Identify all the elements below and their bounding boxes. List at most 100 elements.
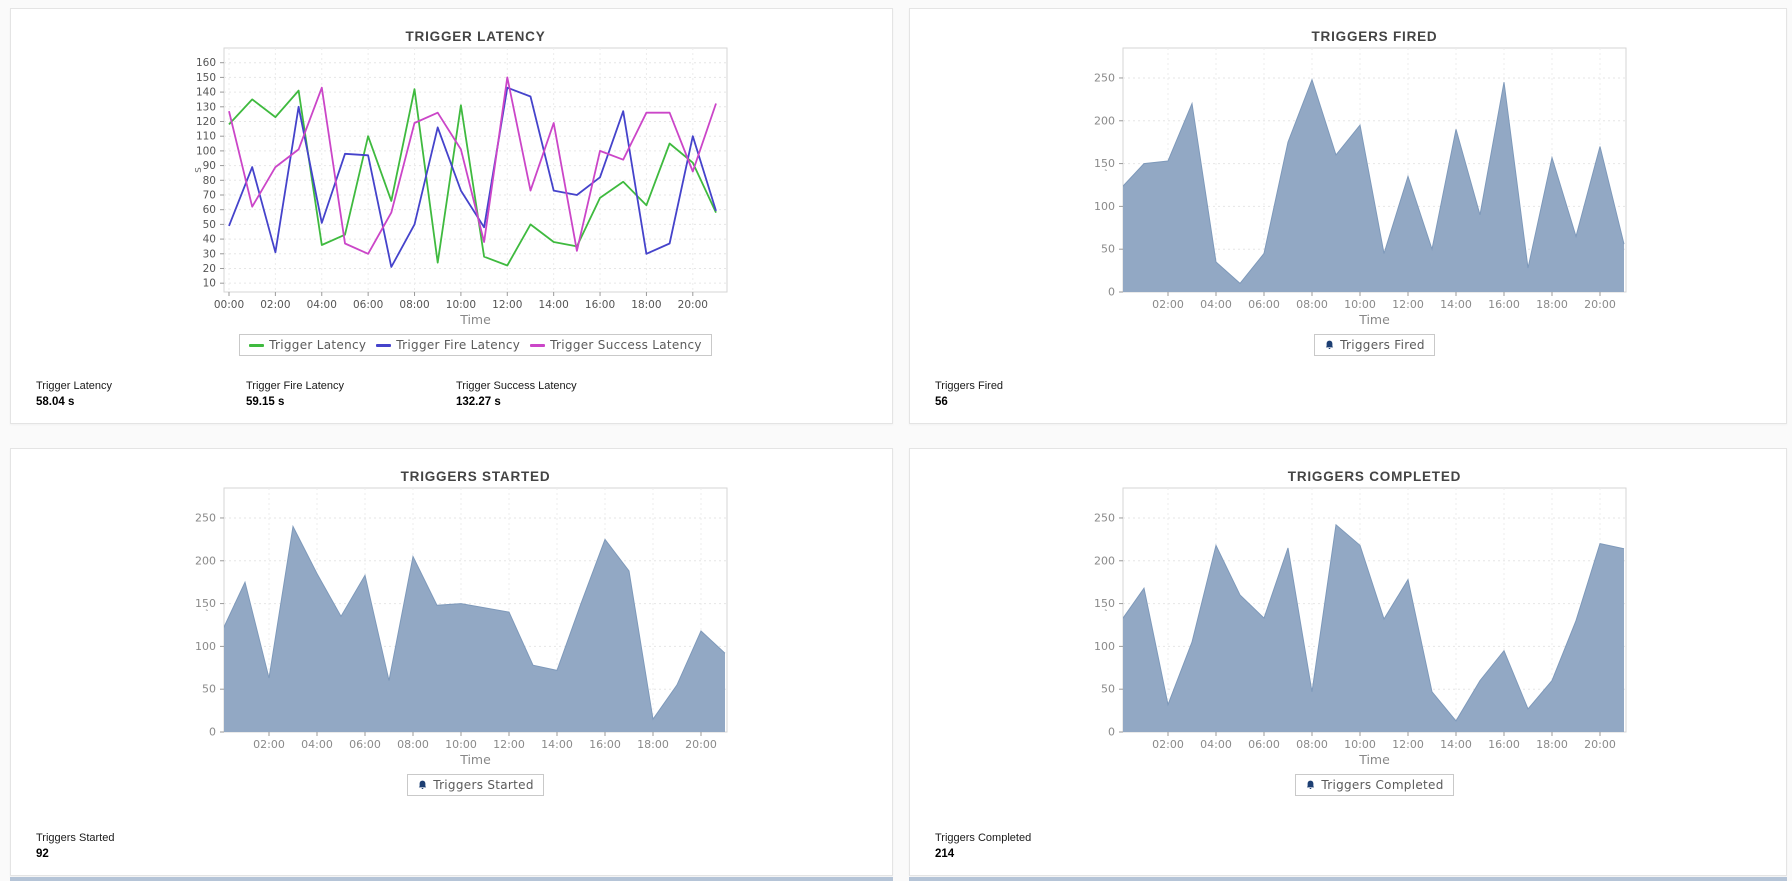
svg-text:160: 160	[196, 57, 216, 69]
stat-label: Trigger Success Latency	[456, 380, 577, 392]
svg-text:14:00: 14:00	[1440, 298, 1472, 311]
triggers-started-panel: TRIGGERS STARTED 0 50 100 150 200 250 02:00 04:…	[10, 448, 893, 876]
svg-text:10: 10	[203, 278, 216, 290]
x-axis-title: Time	[460, 752, 491, 767]
stat-trigger-latency: Trigger Latency 58.04 s	[36, 380, 246, 409]
svg-text:04:00: 04:00	[1200, 298, 1232, 311]
chart-legend: Triggers Completed	[1123, 774, 1626, 796]
svg-text:16:00: 16:00	[1488, 298, 1520, 311]
chart-legend: Triggers Started	[224, 774, 727, 796]
svg-text:40: 40	[203, 234, 216, 246]
svg-text:200: 200	[1094, 554, 1115, 567]
svg-text:110: 110	[196, 131, 216, 143]
chart-title-triggers-completed: TRIGGERS COMPLETED	[1287, 469, 1462, 484]
stats-row: Triggers Completed 214	[935, 832, 1145, 861]
stat-label: Triggers Started	[36, 832, 115, 844]
chart-title-triggers-started: TRIGGERS STARTED	[400, 469, 551, 484]
svg-text:04:00: 04:00	[301, 738, 333, 751]
svg-text:02:00: 02:00	[253, 738, 285, 751]
svg-text:06:00: 06:00	[349, 738, 381, 751]
stat-value: 58.04 s	[36, 396, 75, 408]
svg-text:18:00: 18:00	[637, 738, 669, 751]
stats-row: Trigger Latency 58.04 s Trigger Fire Laten…	[36, 380, 666, 409]
legend-item-triggers-started[interactable]: Triggers Started	[417, 778, 534, 792]
x-axis-title: Time	[1359, 752, 1390, 767]
svg-text:20:00: 20:00	[678, 299, 708, 311]
svg-text:18:00: 18:00	[1536, 738, 1568, 751]
svg-text:14:00: 14:00	[1440, 738, 1472, 751]
chart-svg: 0 50 100 150 200 250 02:00 04:00 06:00 08:00 10:00…	[195, 487, 728, 751]
legend-item-trigger-fire-latency[interactable]: Trigger Fire Latency	[376, 338, 520, 352]
svg-text:90: 90	[203, 160, 216, 172]
svg-text:02:00: 02:00	[1152, 738, 1184, 751]
legend-box: Triggers Started	[407, 774, 544, 796]
trigger-latency-panel: TRIGGER LATENCY 10 20 30 40 50 60 70 80 90 100 110…	[10, 8, 893, 424]
svg-text:12:00: 12:00	[1392, 738, 1424, 751]
legend-box: Triggers Completed	[1295, 774, 1454, 796]
svg-text:50: 50	[203, 219, 216, 231]
legend-label: Triggers Fired	[1340, 338, 1425, 352]
stats-row: Triggers Started 92	[36, 832, 246, 861]
bell-icon	[1324, 339, 1335, 351]
triggers-completed-chart[interactable]: 0 50 100 150 200 250 02:00 04:00 06:00 08:00 10:00…	[1060, 479, 1660, 769]
triggers-started-chart[interactable]: 0 50 100 150 200 250 02:00 04:00 06:00 08:00 10:00…	[161, 479, 761, 769]
svg-text:14:00: 14:00	[539, 299, 569, 311]
svg-text:14:00: 14:00	[541, 738, 573, 751]
stat-trigger-fire-latency: Trigger Fire Latency 59.15 s	[246, 380, 456, 409]
bell-icon	[1305, 779, 1316, 791]
legend-item-trigger-latency[interactable]: Trigger Latency	[249, 338, 366, 352]
svg-text:08:00: 08:00	[397, 738, 429, 751]
legend-item-triggers-completed[interactable]: Triggers Completed	[1305, 778, 1443, 792]
chart-svg: 0 50 100 150 200 250 02:00 04:00 06:00 08:00 10:00…	[1094, 47, 1627, 311]
x-axis-title: Time	[460, 312, 491, 327]
svg-text:30: 30	[203, 248, 216, 260]
svg-text:50: 50	[202, 683, 216, 696]
stat-value: 92	[36, 848, 49, 860]
svg-text:100: 100	[1094, 640, 1115, 653]
chart-legend: Trigger Latency Trigger Fire Latency Trigg…	[224, 334, 727, 356]
legend-box: Trigger Latency Trigger Fire Latency Trigg…	[239, 334, 712, 356]
svg-text:70: 70	[203, 189, 216, 201]
legend-item-trigger-success-latency[interactable]: Trigger Success Latency	[530, 338, 702, 352]
stats-row: Triggers Fired 56	[935, 380, 1145, 409]
svg-text:06:00: 06:00	[1248, 738, 1280, 751]
svg-text:150: 150	[1094, 157, 1115, 170]
legend-item-triggers-fired[interactable]: Triggers Fired	[1324, 338, 1425, 352]
svg-text:12:00: 12:00	[493, 738, 525, 751]
svg-text:0: 0	[1108, 286, 1115, 299]
svg-text:250: 250	[1094, 511, 1115, 524]
svg-text:50: 50	[1101, 243, 1115, 256]
svg-text:16:00: 16:00	[1488, 738, 1520, 751]
svg-text:06:00: 06:00	[353, 299, 383, 311]
svg-text:04:00: 04:00	[307, 299, 337, 311]
svg-text:02:00: 02:00	[260, 299, 290, 311]
bell-icon	[417, 779, 428, 791]
svg-text:250: 250	[1094, 71, 1115, 84]
next-row-chart-strip-left	[10, 877, 893, 881]
svg-text:20:00: 20:00	[685, 738, 717, 751]
svg-text:150: 150	[195, 597, 216, 610]
svg-text:12:00: 12:00	[1392, 298, 1424, 311]
svg-text:120: 120	[196, 116, 216, 128]
svg-text:140: 140	[196, 87, 216, 99]
legend-box: Triggers Fired	[1314, 334, 1435, 356]
stat-value: 59.15 s	[246, 396, 285, 408]
chart-svg: 0 50 100 150 200 250 02:00 04:00 06:00 08:00 10:00…	[1094, 487, 1627, 751]
svg-text:16:00: 16:00	[589, 738, 621, 751]
stat-label: Trigger Latency	[36, 380, 113, 392]
trigger-latency-chart[interactable]: 10 20 30 40 50 60 70 80 90 100 110 120 130 140 150 160 0…	[161, 39, 761, 329]
svg-text:100: 100	[1094, 200, 1115, 213]
svg-text:16:00: 16:00	[585, 299, 615, 311]
triggers-fired-chart[interactable]: 0 50 100 150 200 250 02:00 04:00 06:00 08:00 10:00…	[1060, 39, 1660, 329]
svg-text:100: 100	[196, 145, 216, 157]
stat-triggers-completed: Triggers Completed 214	[935, 832, 1145, 861]
svg-text:08:00: 08:00	[1296, 738, 1328, 751]
triggers-completed-panel: TRIGGERS COMPLETED 0 50 100 150 200 250 02:00 0…	[909, 448, 1787, 876]
svg-text:20:00: 20:00	[1584, 298, 1616, 311]
legend-label: Trigger Latency	[269, 338, 367, 352]
stat-value: 214	[935, 848, 955, 860]
stat-label: Trigger Fire Latency	[246, 380, 345, 392]
legend-label: Trigger Fire Latency	[396, 338, 521, 352]
svg-text:00:00: 00:00	[214, 299, 244, 311]
svg-text:,: ,	[1099, 609, 1109, 612]
